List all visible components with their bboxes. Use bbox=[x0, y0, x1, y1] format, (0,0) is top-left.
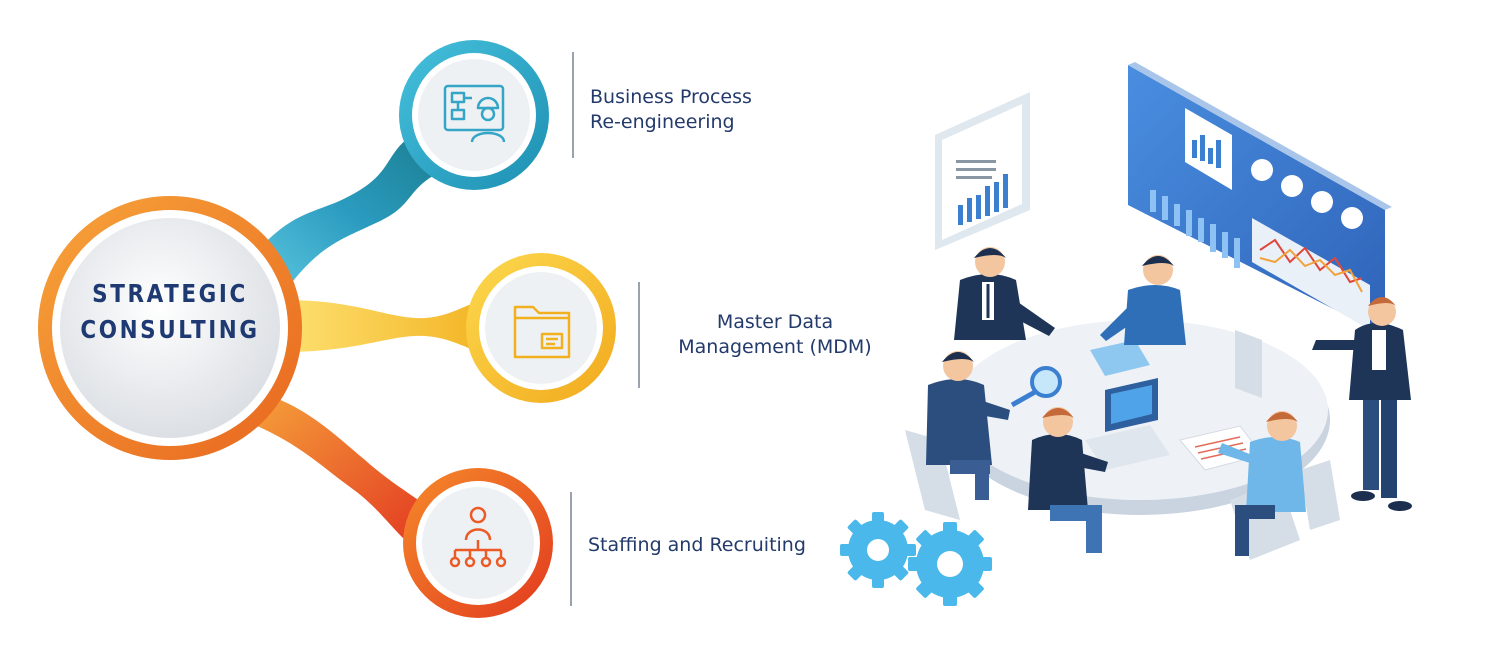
label-mdm-line-1: Master Data bbox=[716, 311, 834, 333]
gears-illustration bbox=[840, 512, 992, 606]
folder-icon bbox=[513, 305, 571, 359]
connector-yellow bbox=[285, 300, 492, 355]
hub-title-line-2: CONSULTING bbox=[80, 315, 260, 344]
label-business-process-line-1: Business Process bbox=[590, 86, 752, 108]
divider-mdm bbox=[638, 282, 640, 388]
gear-icon bbox=[908, 522, 992, 606]
gear-icon bbox=[840, 512, 916, 588]
person-seated-front-center bbox=[1028, 407, 1108, 553]
label-business-process: Business Process Re-engineering bbox=[590, 85, 752, 135]
branch-node-business-process bbox=[399, 40, 549, 190]
label-staffing: Staffing and Recruiting bbox=[588, 533, 806, 558]
hub-circle bbox=[38, 196, 302, 460]
branch-node-mdm bbox=[466, 253, 616, 403]
person-seated-center-back bbox=[1100, 255, 1186, 345]
person-seated-left-back bbox=[954, 247, 1055, 340]
process-engineer-icon bbox=[443, 84, 506, 143]
divider-staffing bbox=[570, 492, 572, 606]
org-chart-person-icon bbox=[449, 506, 507, 568]
person-seated-left-front bbox=[926, 351, 1010, 500]
hub-title-line-1: STRATEGIC bbox=[92, 279, 248, 308]
connector-orange bbox=[255, 395, 425, 540]
small-chart-board bbox=[935, 92, 1030, 250]
person-seated-right-front bbox=[1218, 411, 1306, 556]
label-mdm-line-2: Management (MDM) bbox=[678, 336, 872, 358]
divider-business-process bbox=[572, 52, 574, 158]
person-standing-presenter bbox=[1312, 297, 1412, 511]
branch-node-staffing bbox=[403, 468, 553, 618]
label-mdm: Master Data Management (MDM) bbox=[660, 310, 890, 360]
large-dashboard-screen bbox=[1128, 62, 1392, 335]
hub-title: STRATEGIC CONSULTING bbox=[63, 276, 278, 348]
label-staffing-line-1: Staffing and Recruiting bbox=[588, 534, 806, 556]
meeting-illustration bbox=[905, 62, 1412, 560]
label-business-process-line-2: Re-engineering bbox=[590, 111, 735, 133]
connector-teal bbox=[258, 130, 440, 290]
